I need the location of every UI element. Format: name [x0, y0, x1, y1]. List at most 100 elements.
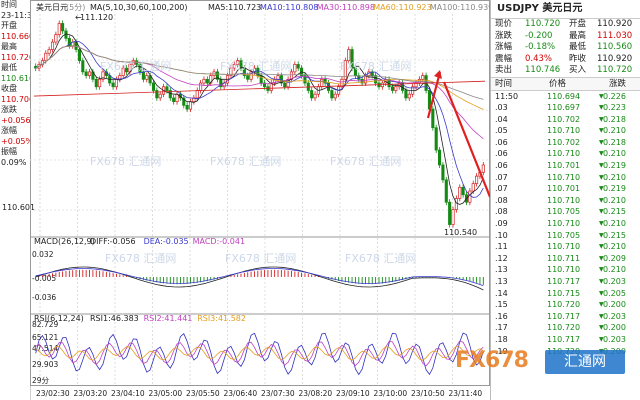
- tick-row[interactable]: .17 110.720 0.200 ▼: [491, 322, 640, 334]
- tick-t: .11: [495, 242, 508, 252]
- tick-row[interactable]: .13 110.717 0.203 ▼: [491, 276, 640, 288]
- left-info-row: 振幅: [1, 147, 17, 156]
- tick-row[interactable]: .14 110.715 0.205 ▼: [491, 288, 640, 300]
- quote-row: 卖出 110.746 买入 110.720: [491, 65, 640, 77]
- down-arrow-icon: ▼: [599, 312, 604, 320]
- tick-row[interactable]: .06 110.710 0.210 ▼: [491, 148, 640, 160]
- candle-body: [256, 67, 260, 76]
- candle-body: [54, 34, 58, 43]
- chart-svg[interactable]: 美元日元(5分) MA(5,10,30,60,100,200) MA5:110.72…: [30, 0, 490, 400]
- tick-c: 0.215: [603, 207, 626, 217]
- candle-body: [47, 49, 51, 54]
- x-axis-label: 23/10:00: [374, 389, 408, 398]
- candle-body: [458, 186, 462, 199]
- tick-p: 110.711: [547, 253, 581, 263]
- tick-c: 0.223: [603, 103, 626, 113]
- high-arrow-icon: ←: [75, 13, 82, 22]
- down-arrow-icon: ▼: [599, 173, 604, 181]
- macd-legend-1: DEA:-0.035: [144, 237, 189, 246]
- tick-c: 0.200: [603, 323, 626, 333]
- tick-row[interactable]: .11 110.710 0.210 ▼: [491, 241, 640, 253]
- tick-t: .09: [495, 219, 508, 229]
- tick-t: .07: [495, 172, 508, 182]
- chart-title: 美元日元: [36, 2, 68, 12]
- rsi-legend-1: RSI2:41.441: [144, 314, 193, 323]
- rsi-line-2: [35, 340, 484, 367]
- tick-row[interactable]: 11:50 110.694 0.226 ▼: [491, 91, 640, 103]
- tick-p: 110.701: [547, 161, 581, 171]
- candle-body: [390, 86, 394, 91]
- tick-c: 0.200: [603, 300, 626, 310]
- tick-t: .08: [495, 195, 508, 205]
- candle-body: [158, 93, 162, 99]
- candle-body: [172, 97, 176, 103]
- candle-body: [125, 67, 129, 73]
- x-axis-label: 23/04:10: [111, 389, 145, 398]
- tick-row[interactable]: .18 110.717 0.203 ▼: [491, 334, 640, 346]
- candle-body: [461, 186, 465, 196]
- tick-c: 0.219: [603, 161, 626, 171]
- tick-row[interactable]: .06 110.702 0.218 ▼: [491, 137, 640, 149]
- down-arrow-icon: ▼: [599, 266, 604, 274]
- tick-t: .13: [495, 277, 508, 286]
- tick-p: 110.705: [547, 207, 581, 217]
- ma-legend-2: MA30:110.898: [317, 3, 375, 12]
- tick-row[interactable]: .10 110.705 0.215 ▼: [491, 230, 640, 242]
- candle-body: [209, 75, 213, 84]
- rsi-axis-label: 29分: [32, 376, 50, 385]
- down-arrow-icon: ▼: [599, 92, 604, 100]
- tick-row[interactable]: .09 110.710 0.210 ▼: [491, 218, 640, 230]
- tick-row[interactable]: .16 110.717 0.203 ▼: [491, 311, 640, 323]
- down-arrow-icon: ▼: [599, 127, 604, 135]
- candle-body: [202, 78, 206, 84]
- down-arrow-icon: ▼: [599, 254, 604, 262]
- tick-row[interactable]: .15 110.720 0.200 ▼: [491, 299, 640, 311]
- tick-t: .16: [495, 311, 508, 321]
- tick-row[interactable]: .06 110.701 0.219 ▼: [491, 160, 640, 172]
- price-chart[interactable]: 美元日元 (5分) MA(5,10,30,60,100,200) MA5:110.72…: [30, 0, 490, 400]
- tick-row[interactable]: .07 110.701 0.219 ▼: [491, 183, 640, 195]
- x-axis-label: 23/02:30: [36, 389, 70, 398]
- quote-table: 现价 110.720 开盘 110.920 涨跌 -0.200 最高 111.030 涨幅 -0.…: [491, 19, 640, 77]
- tick-row[interactable]: .07 110.710 0.210 ▼: [491, 172, 640, 184]
- candle-body: [394, 86, 398, 91]
- tick-list[interactable]: 11:50 110.694 0.226 ▼ .03 110.697 0.223 ▼ .04 110…: [491, 91, 640, 358]
- tick-row[interactable]: .13 110.710 0.210 ▼: [491, 264, 640, 276]
- tick-header-time: 时间: [495, 78, 513, 89]
- candle-body: [168, 90, 172, 99]
- candle-body: [148, 75, 152, 84]
- tick-row[interactable]: .08 110.705 0.215 ▼: [491, 206, 640, 218]
- tick-row[interactable]: .03 110.697 0.223 ▼: [491, 102, 640, 114]
- quote-l: 涨幅: [495, 42, 513, 52]
- candle-body: [87, 71, 92, 76]
- candle-body: [118, 75, 122, 80]
- x-axis-label: 23/11:40: [449, 389, 483, 398]
- quote-l2: 昨收: [569, 53, 587, 64]
- left-info-row: 涨跌: [1, 105, 17, 114]
- candle-body: [323, 78, 327, 84]
- tick-row[interactable]: .12 110.711 0.209 ▼: [491, 253, 640, 265]
- tick-c: 0.210: [603, 265, 626, 275]
- high-annotation: 111.120: [80, 13, 113, 22]
- tick-c: 0.210: [603, 195, 626, 205]
- tick-row[interactable]: .04 110.702 0.218 ▼: [491, 114, 640, 126]
- candle-body: [185, 105, 189, 110]
- tick-row[interactable]: .05 110.710 0.210 ▼: [491, 125, 640, 137]
- candle-body: [438, 149, 442, 166]
- quote-v2: 110.720: [597, 65, 633, 75]
- candle-body: [471, 183, 475, 192]
- macd-legend-0: DIFF:-0.056: [90, 237, 136, 246]
- tick-t: .06: [495, 149, 508, 159]
- x-axis-label: 23/08:20: [299, 389, 333, 398]
- tick-header-price: 价格: [549, 78, 567, 89]
- tick-row[interactable]: .08 110.710 0.210 ▼: [491, 195, 640, 207]
- left-info-row: 110.706: [1, 94, 30, 104]
- candle-body: [138, 64, 142, 73]
- candle-body: [57, 23, 61, 35]
- left-info-panel: 时间23-11:30开盘110.660最高110.720最低110.616收盘1…: [0, 0, 35, 400]
- tick-t: .12: [495, 253, 508, 263]
- candle-body: [195, 90, 199, 99]
- tick-p: 110.717: [547, 277, 581, 286]
- tick-p: 110.717: [547, 334, 581, 344]
- down-arrow-icon: ▼: [599, 220, 604, 228]
